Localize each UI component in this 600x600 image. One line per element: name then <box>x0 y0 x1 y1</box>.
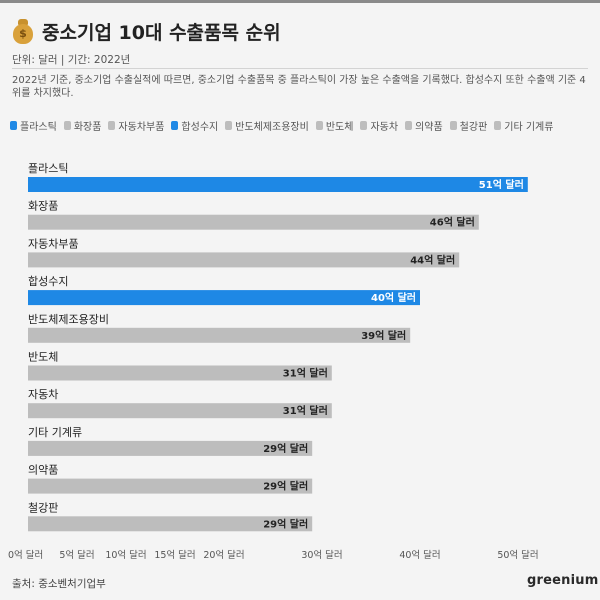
data-label: 39억 달러 <box>361 329 406 342</box>
legend-item: 합성수지 <box>171 119 219 133</box>
legend-swatch <box>360 121 368 130</box>
category-label: 자동차 <box>28 388 58 401</box>
x-tick-label: 0억 달러 <box>8 549 43 561</box>
category-label: 반도체 <box>28 351 58 364</box>
x-tick-label: 50억 달러 <box>497 549 538 561</box>
data-label: 31억 달러 <box>283 404 328 417</box>
category-label: 자동차부품 <box>28 237 79 250</box>
bar <box>28 252 460 268</box>
category-label: 의약품 <box>28 463 58 477</box>
chart-description: 2022년 기준, 중소기업 수출실적에 따르면, 중소기업 수출품목 중 플라… <box>12 75 586 99</box>
x-tick-label: 30억 달러 <box>301 549 342 561</box>
bar <box>28 214 479 230</box>
legend-swatch <box>449 121 457 130</box>
money-bag-icon: $ <box>12 18 34 45</box>
x-tick-label: 5억 달러 <box>59 549 94 561</box>
category-label: 철강판 <box>28 501 58 514</box>
x-tick-label: 20억 달러 <box>203 549 244 561</box>
category-label: 합성수지 <box>28 275 68 288</box>
bar <box>28 290 420 306</box>
data-label: 40억 달러 <box>371 291 416 304</box>
legend-swatch <box>315 121 323 130</box>
legend-label: 의약품 <box>415 122 443 133</box>
category-label: 화장품 <box>28 200 58 213</box>
data-label: 44억 달러 <box>410 253 455 266</box>
legend-swatch <box>225 121 233 130</box>
header-divider <box>12 68 588 69</box>
legend-swatch <box>63 121 71 130</box>
data-label: 29억 달러 <box>263 442 308 455</box>
legend-swatch <box>494 121 502 130</box>
legend-label: 자동차부품 <box>118 122 165 133</box>
legend-item: 자동차 <box>360 119 399 133</box>
data-label: 31억 달러 <box>283 367 328 380</box>
data-label: 29억 달러 <box>263 517 308 530</box>
page-title: 중소기업 10대 수출품목 순위 <box>42 22 281 44</box>
bar <box>28 327 411 343</box>
top-border <box>0 0 600 3</box>
legend-label: 철강판 <box>459 122 488 133</box>
legend-swatch <box>108 121 116 130</box>
bar <box>28 440 313 456</box>
legend-item: 의약품 <box>405 119 443 133</box>
bar <box>28 403 332 419</box>
legend-label: 반도체 <box>325 122 354 133</box>
legend-item: 화장품 <box>63 119 102 133</box>
legend-label: 자동차 <box>370 122 399 133</box>
bar <box>28 177 528 192</box>
legend-item: 플라스틱 <box>10 119 57 133</box>
legend-item: 자동차부품 <box>108 119 165 133</box>
legend-swatch <box>10 121 17 130</box>
legend-swatch <box>405 121 413 130</box>
bar <box>28 516 313 532</box>
legend-label: 반도체제조용장비 <box>235 122 309 133</box>
legend-label: 플라스틱 <box>20 122 57 133</box>
x-tick-label: 15억 달러 <box>154 549 195 561</box>
data-label: 29억 달러 <box>263 480 308 493</box>
legend-item: 철강판 <box>449 119 488 133</box>
legend-item: 기타 기계류 <box>494 119 554 133</box>
legend-label: 합성수지 <box>181 122 219 133</box>
bar <box>28 365 332 381</box>
title-row: $ 중소기업 10대 수출품목 순위 <box>12 18 281 45</box>
legend-swatch <box>171 121 179 130</box>
data-label: 46억 달러 <box>430 216 475 229</box>
chart-subtitle: 단위: 달러 | 기간: 2022년 <box>12 54 131 66</box>
legend-item: 반도체제조용장비 <box>225 119 309 133</box>
data-label: 51억 달러 <box>479 178 524 191</box>
x-tick-label: 10억 달러 <box>105 549 146 561</box>
category-label: 기타 기계류 <box>28 426 82 439</box>
chart-legend: 플라스틱 화장품 자동차부품 합성수지 반도체제조용장비 반도체 자동차 의약품 철강판 기타 기… <box>10 119 590 133</box>
brand-logo: greenium <box>527 573 599 588</box>
bar <box>28 478 313 494</box>
source-note: 출처: 중소벤처기업부 <box>12 578 106 590</box>
legend-label: 화장품 <box>73 122 102 133</box>
category-label: 플라스틱 <box>28 162 68 175</box>
x-tick-label: 40억 달러 <box>399 549 440 561</box>
legend-item: 반도체 <box>315 119 354 133</box>
category-label: 반도체제조용장비 <box>28 313 109 326</box>
legend-label: 기타 기계류 <box>504 122 554 133</box>
